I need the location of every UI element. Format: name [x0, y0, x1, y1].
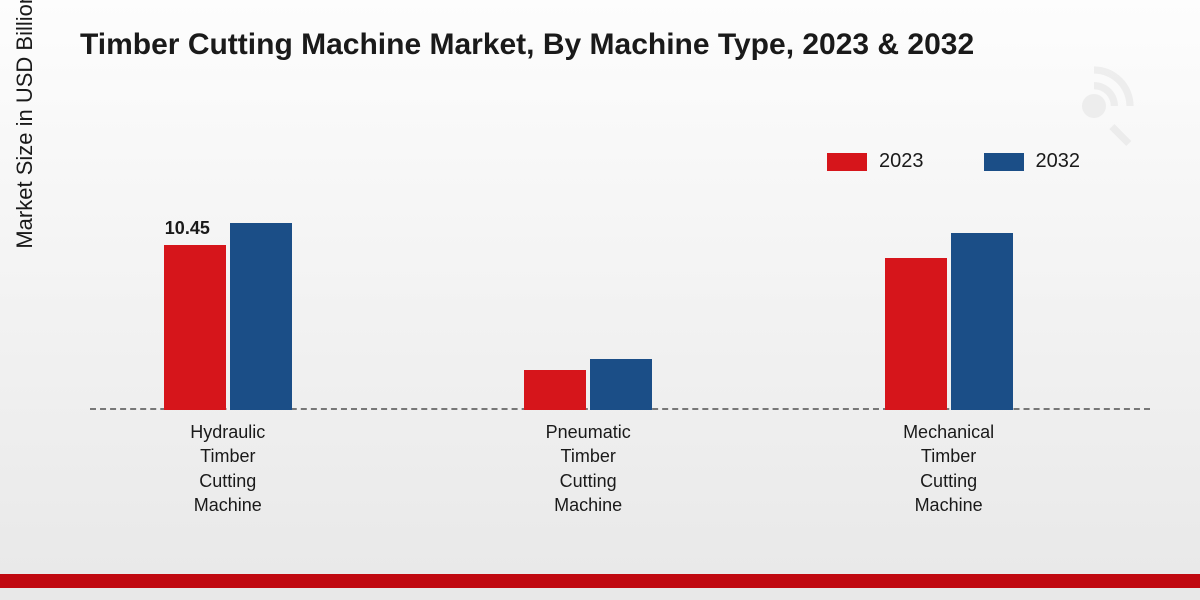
footer-accent-bar	[0, 574, 1200, 588]
bar	[885, 258, 947, 410]
legend-swatch-2032	[984, 153, 1024, 171]
y-axis-label: Market Size in USD Billion	[12, 0, 38, 249]
legend-item-2032: 2032	[984, 150, 1081, 173]
watermark-logo-icon	[1040, 40, 1160, 160]
bar	[951, 233, 1013, 410]
legend-swatch-2023	[827, 153, 867, 171]
plot-area: 10.45	[90, 220, 1150, 410]
bar	[164, 245, 226, 410]
bar-group	[524, 359, 652, 410]
x-axis-label: Hydraulic Timber Cutting Machine	[168, 420, 288, 517]
bar-group	[164, 223, 292, 410]
bar	[590, 359, 652, 410]
x-axis-labels: Hydraulic Timber Cutting Machine Pneumati…	[90, 420, 1150, 540]
legend-label: 2032	[1036, 150, 1081, 173]
legend: 2023 2032	[827, 150, 1080, 173]
chart-title: Timber Cutting Machine Market, By Machin…	[80, 28, 974, 62]
bar	[230, 223, 292, 410]
bar	[524, 370, 586, 410]
x-axis-label: Mechanical Timber Cutting Machine	[889, 420, 1009, 517]
legend-item-2023: 2023	[827, 150, 924, 173]
bar-group	[885, 233, 1013, 410]
x-axis-label: Pneumatic Timber Cutting Machine	[528, 420, 648, 517]
legend-label: 2023	[879, 150, 924, 173]
value-label: 10.45	[165, 218, 210, 239]
